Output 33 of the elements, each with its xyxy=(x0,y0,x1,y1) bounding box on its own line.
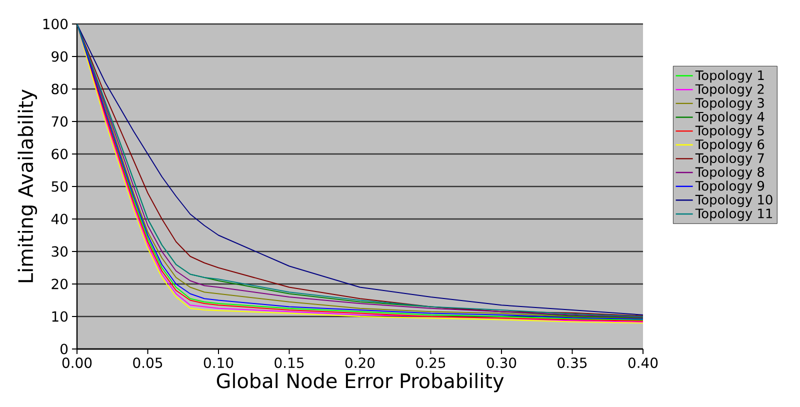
legend-label: Topology 3 xyxy=(695,98,764,110)
legend-label: Topology 7 xyxy=(695,153,764,166)
y-tick-label: 10 xyxy=(52,311,68,322)
legend-label: Topology 2 xyxy=(695,84,764,96)
legend-label: Topology 4 xyxy=(695,112,764,124)
y-tick-label: 40 xyxy=(51,214,68,224)
y-tick-label: 70 xyxy=(52,116,68,127)
y-tick-label: 20 xyxy=(52,278,68,290)
legend-label: Topology 11 xyxy=(695,208,772,221)
x-tick-label: 0.20 xyxy=(345,358,375,368)
y-tick-label: 100 xyxy=(43,18,68,30)
legend-label: Topology 9 xyxy=(695,180,764,194)
y-tick-label: 50 xyxy=(52,181,68,192)
legend-label: Topology 1 xyxy=(695,70,764,83)
legend-label: Topology 8 xyxy=(695,166,764,180)
x-tick-label: 0.25 xyxy=(416,358,446,368)
x-tick-label: 0.15 xyxy=(274,358,304,368)
legend-label: Topology 6 xyxy=(695,139,764,152)
y-tick-label: 90 xyxy=(52,51,68,62)
x-tick-label: 0.05 xyxy=(133,358,162,368)
y-axis-title: Limiting Availability xyxy=(18,89,38,282)
y-tick-label: 30 xyxy=(52,246,68,257)
y-tick-label: 0 xyxy=(60,344,68,354)
x-tick-label: 0.35 xyxy=(558,358,587,368)
x-tick-label: 0.30 xyxy=(486,358,516,368)
x-tick-label: 0.10 xyxy=(204,358,234,368)
x-tick-label: 0.40 xyxy=(628,358,658,368)
legend-label: Topology 5 xyxy=(695,125,764,138)
x-tick-label: 0.00 xyxy=(62,358,92,368)
y-tick-label: 60 xyxy=(52,148,68,160)
x-axis-title: Global Node Error Probability xyxy=(216,372,504,392)
y-tick-label: 80 xyxy=(52,84,68,94)
legend-label: Topology 10 xyxy=(695,194,772,208)
